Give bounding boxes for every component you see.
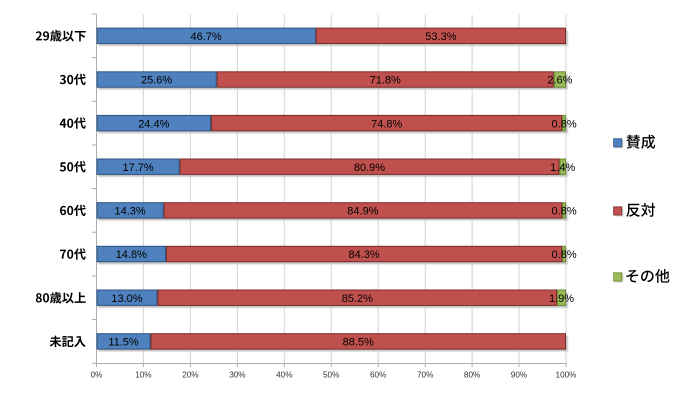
svg-text:100%: 100% (556, 371, 577, 380)
svg-text:17.7%: 17.7% (122, 162, 153, 174)
svg-text:80.9%: 80.9% (354, 162, 385, 174)
svg-text:14.8%: 14.8% (116, 249, 147, 261)
svg-text:1.4%: 1.4% (550, 162, 575, 174)
svg-text:14.3%: 14.3% (114, 206, 145, 218)
svg-text:46.7%: 46.7% (190, 31, 221, 43)
svg-text:90%: 90% (511, 371, 527, 380)
svg-text:24.4%: 24.4% (138, 118, 169, 130)
svg-text:0.8%: 0.8% (552, 118, 577, 130)
svg-text:70%: 70% (417, 371, 433, 380)
svg-text:0.8%: 0.8% (552, 249, 577, 261)
svg-text:80%: 80% (464, 371, 480, 380)
svg-text:2.6%: 2.6% (547, 75, 572, 87)
svg-text:0.8%: 0.8% (552, 206, 577, 218)
svg-text:84.9%: 84.9% (347, 206, 378, 218)
svg-text:20%: 20% (182, 371, 198, 380)
svg-text:0%: 0% (91, 371, 103, 380)
svg-text:71.8%: 71.8% (370, 75, 401, 87)
svg-text:1.9%: 1.9% (549, 293, 574, 305)
svg-text:74.8%: 74.8% (371, 118, 402, 130)
svg-text:13.0%: 13.0% (111, 293, 142, 305)
svg-text:60%: 60% (370, 371, 386, 380)
svg-text:11.5%: 11.5% (108, 337, 139, 349)
svg-text:53.3%: 53.3% (425, 31, 456, 43)
svg-text:25.6%: 25.6% (141, 75, 172, 87)
svg-text:84.3%: 84.3% (348, 249, 379, 261)
svg-text:85.2%: 85.2% (342, 293, 373, 305)
svg-text:10%: 10% (135, 371, 151, 380)
svg-text:40%: 40% (276, 371, 292, 380)
svg-text:88.5%: 88.5% (343, 337, 374, 349)
svg-text:50%: 50% (323, 371, 339, 380)
svg-text:30%: 30% (229, 371, 245, 380)
